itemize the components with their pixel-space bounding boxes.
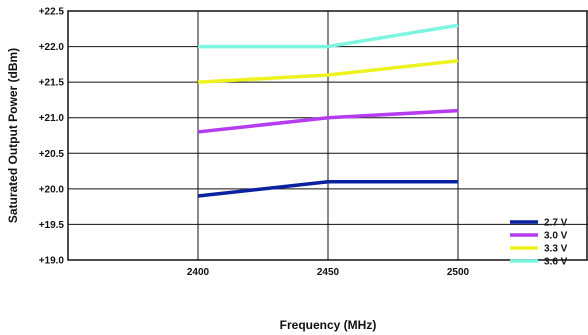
y-tick-label: +19.0 — [39, 256, 65, 267]
y-axis-ticks: +22.5 +22.0 +21.5 +21.0 +20.5 +20.0 +19.5 +19.0 — [39, 7, 65, 267]
legend-label: 3.0 V — [544, 231, 568, 242]
series-lines — [197, 23, 459, 198]
x-tick-label: 2500 — [447, 267, 470, 278]
x-axis-ticks: 2400 2450 2500 — [187, 267, 470, 278]
y-tick-label: +20.0 — [39, 184, 65, 195]
y-tick-label: +22.5 — [39, 7, 65, 18]
legend-label: 3.3 V — [544, 244, 568, 255]
y-tick-label: +19.5 — [39, 220, 65, 231]
x-axis-label: Frequency (MHz) — [280, 318, 377, 332]
x-tick-label: 2400 — [187, 267, 210, 278]
legend-label: 2.7 V — [544, 218, 568, 229]
plot-frame — [67, 10, 588, 261]
x-tick-label: 2450 — [317, 267, 340, 278]
legend-label: 3.6 V — [544, 257, 568, 268]
y-tick-label: +22.0 — [39, 42, 65, 53]
grid — [68, 10, 588, 261]
y-tick-label: +21.5 — [39, 78, 65, 89]
y-axis-label: Saturated Output Power (dBm) — [6, 48, 20, 223]
legend: 2.7 V 3.0 V 3.3 V 3.6 V — [510, 218, 568, 268]
y-tick-label: +20.5 — [39, 149, 65, 160]
y-tick-label: +21.0 — [39, 113, 65, 124]
